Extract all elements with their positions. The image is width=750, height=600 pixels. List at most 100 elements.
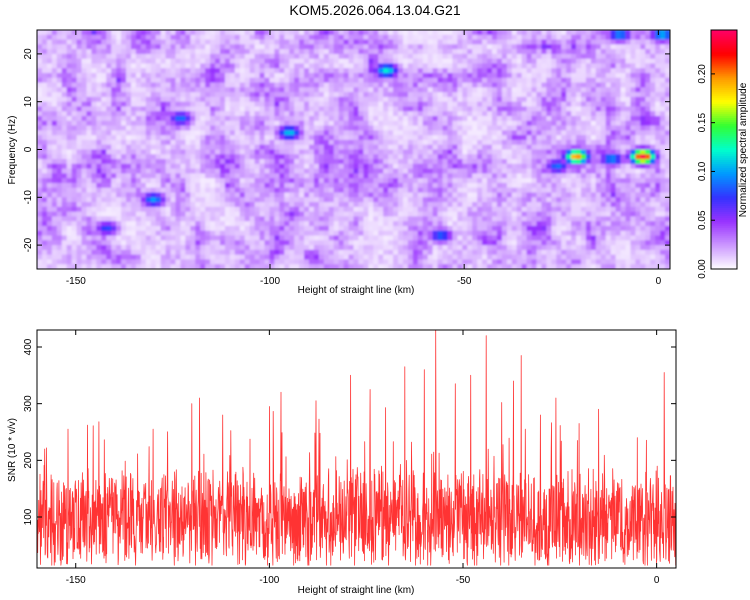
heatmap-cell bbox=[556, 154, 562, 160]
heatmap-cell bbox=[308, 173, 315, 179]
heatmap-cell bbox=[338, 182, 345, 189]
heatmap-cell bbox=[165, 202, 172, 208]
heatmap-cell bbox=[91, 163, 97, 170]
heatmap-cell bbox=[254, 163, 261, 170]
heatmap-cell bbox=[551, 30, 557, 36]
heatmap-cell bbox=[427, 139, 434, 146]
heatmap-cell bbox=[452, 197, 458, 203]
heatmap-cell bbox=[546, 154, 552, 160]
heatmap-cell bbox=[576, 202, 582, 208]
heatmap-cell bbox=[135, 106, 142, 112]
heatmap-cell bbox=[625, 120, 632, 127]
heatmap-cell bbox=[501, 154, 508, 160]
heatmap-cell bbox=[383, 202, 389, 208]
heatmap-cell bbox=[412, 39, 419, 45]
heatmap-cell bbox=[650, 182, 656, 189]
heatmap-cell bbox=[343, 173, 350, 179]
heatmap-cell bbox=[496, 68, 503, 74]
heatmap-cell bbox=[333, 39, 340, 45]
heatmap-cell bbox=[556, 96, 562, 103]
heatmap-cell bbox=[205, 77, 211, 84]
heatmap-cell bbox=[180, 68, 186, 74]
heatmap-cell bbox=[665, 106, 670, 112]
heatmap-cell bbox=[422, 187, 429, 194]
heatmap-cell bbox=[76, 202, 83, 208]
heatmap-cell bbox=[402, 39, 409, 45]
heatmap-cell bbox=[190, 173, 196, 179]
heatmap-cell bbox=[304, 187, 310, 194]
heatmap-cell bbox=[635, 77, 641, 84]
heatmap-cell bbox=[86, 44, 92, 50]
heatmap-cell bbox=[56, 111, 63, 117]
heatmap-cell bbox=[561, 192, 567, 198]
heatmap-cell bbox=[37, 49, 43, 55]
heatmap-cell bbox=[61, 111, 68, 117]
heatmap-cell bbox=[333, 92, 340, 98]
heatmap-cell bbox=[101, 178, 107, 184]
heatmap-cell bbox=[665, 68, 670, 74]
heatmap-cell bbox=[37, 34, 43, 41]
heatmap-cell bbox=[610, 39, 617, 45]
heatmap-cell bbox=[318, 77, 325, 84]
heatmap-cell bbox=[571, 58, 577, 65]
heatmap-cell bbox=[244, 116, 251, 122]
heatmap-cell bbox=[175, 34, 182, 41]
heatmap-cell bbox=[41, 73, 48, 79]
heatmap-cell bbox=[383, 30, 389, 36]
heatmap-cell bbox=[561, 168, 567, 174]
heatmap-cell bbox=[234, 187, 241, 194]
heatmap-cell bbox=[556, 101, 562, 108]
heatmap-cell bbox=[363, 178, 369, 184]
heatmap-cell bbox=[526, 96, 533, 103]
heatmap-cell bbox=[576, 149, 582, 155]
heatmap-cell bbox=[407, 130, 414, 136]
heatmap-cell bbox=[121, 92, 127, 98]
heatmap-cell bbox=[650, 34, 656, 41]
heatmap-cell bbox=[561, 68, 567, 74]
heatmap-cell bbox=[580, 139, 587, 146]
heatmap-cell bbox=[126, 154, 132, 160]
heatmap-cell bbox=[304, 211, 310, 218]
heatmap-cell bbox=[185, 53, 191, 60]
heatmap-cell bbox=[427, 101, 434, 108]
heatmap-cell bbox=[244, 92, 251, 98]
heatmap-cell bbox=[447, 211, 454, 218]
heatmap-cell bbox=[457, 178, 463, 184]
heatmap-cell bbox=[467, 96, 473, 103]
heatmap-cell bbox=[264, 96, 271, 103]
heatmap-cell bbox=[491, 49, 498, 55]
heatmap-cell bbox=[551, 187, 557, 194]
heatmap-cell bbox=[66, 82, 73, 88]
heatmap-cell bbox=[477, 96, 483, 103]
heatmap-cell bbox=[610, 96, 617, 103]
heatmap-cell bbox=[378, 44, 384, 50]
heatmap-cell bbox=[269, 68, 275, 74]
heatmap-cell bbox=[427, 144, 434, 151]
heatmap-cell bbox=[150, 49, 157, 55]
heatmap-cell bbox=[175, 211, 182, 218]
heatmap-cell bbox=[501, 206, 508, 213]
heatmap-cell bbox=[571, 77, 577, 84]
heatmap-cell bbox=[116, 101, 122, 108]
heatmap-cell bbox=[556, 92, 562, 98]
heatmap-cell bbox=[126, 39, 132, 45]
heatmap-cell bbox=[91, 53, 97, 60]
heatmap-cell bbox=[259, 116, 266, 122]
heatmap-cell bbox=[398, 125, 404, 131]
heatmap-cell bbox=[289, 30, 295, 36]
heatmap-cell bbox=[51, 77, 58, 84]
heatmap-cell bbox=[274, 44, 280, 50]
heatmap-cell bbox=[66, 44, 73, 50]
heatmap-cell bbox=[496, 34, 503, 41]
heatmap-cell bbox=[121, 39, 127, 45]
heatmap-cell bbox=[388, 144, 394, 151]
heatmap-cell bbox=[417, 159, 424, 165]
heatmap-cell bbox=[645, 96, 651, 103]
heatmap-cell bbox=[116, 139, 122, 146]
heatmap-cell bbox=[556, 206, 562, 213]
heatmap-cell bbox=[536, 144, 543, 151]
heatmap-cell bbox=[229, 135, 236, 141]
heatmap-cell bbox=[145, 58, 152, 65]
heatmap-cell bbox=[526, 139, 533, 146]
heatmap-cell bbox=[526, 135, 533, 141]
